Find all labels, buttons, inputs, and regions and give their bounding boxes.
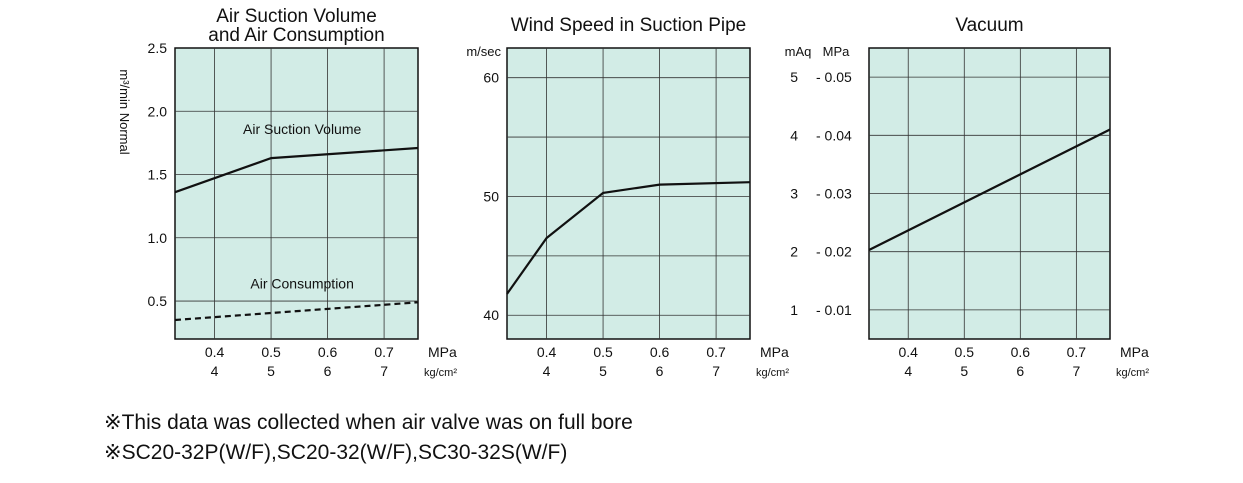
y-axis-label-3b: MPa bbox=[823, 44, 851, 59]
x-tick-mpa-1-2: 0.6 bbox=[318, 344, 338, 360]
series-line-2-1 bbox=[506, 181, 751, 295]
x-tick-mpa-3-3: 0.7 bbox=[1067, 344, 1087, 360]
x-tick-mpa-3-0: 0.4 bbox=[898, 344, 918, 360]
y2-tick-label-3-0: - 0.01 bbox=[816, 302, 852, 318]
y-tick-label-1-0: 0.5 bbox=[148, 293, 168, 309]
y-tick-label-2-0: 40 bbox=[483, 307, 499, 323]
footnote-1: ※This data was collected when air valve … bbox=[104, 411, 633, 434]
x-tick-kg-2-0: 4 bbox=[543, 363, 551, 379]
y-tick-label-2-2: 60 bbox=[483, 70, 499, 86]
y-axis-label-2: m/sec bbox=[466, 44, 501, 59]
series-label-1-1: Air Suction Volume bbox=[243, 121, 361, 137]
series-line-1-1 bbox=[174, 146, 419, 194]
y-tick-label-3-3: 4 bbox=[790, 127, 798, 143]
x-tick-kg-3-1: 5 bbox=[960, 363, 968, 379]
x-tick-kg-2-3: 7 bbox=[712, 363, 720, 379]
x-unit-mpa-1: MPa bbox=[428, 344, 457, 360]
x-tick-kg-1-2: 6 bbox=[324, 363, 332, 379]
x-tick-mpa-1-3: 0.7 bbox=[374, 344, 394, 360]
y2-tick-label-3-1: - 0.02 bbox=[816, 244, 852, 260]
footnote-2: ※SC20-32P(W/F),SC20-32(W/F),SC30-32S(W/F… bbox=[104, 441, 568, 464]
x-tick-mpa-1-1: 0.5 bbox=[261, 344, 281, 360]
x-tick-kg-1-3: 7 bbox=[380, 363, 388, 379]
x-tick-kg-3-3: 7 bbox=[1072, 363, 1080, 379]
y-tick-label-3-2: 3 bbox=[790, 186, 798, 202]
chart-title-1-line-1: Air Suction Volume bbox=[216, 6, 377, 27]
y-tick-label-3-0: 1 bbox=[790, 302, 798, 318]
x-tick-kg-1-1: 5 bbox=[267, 363, 275, 379]
x-tick-mpa-2-1: 0.5 bbox=[593, 344, 613, 360]
x-tick-mpa-3-1: 0.5 bbox=[955, 344, 975, 360]
x-tick-mpa-2-2: 0.6 bbox=[650, 344, 670, 360]
y-tick-label-2-1: 50 bbox=[483, 188, 499, 204]
chart-title-2-line-1: Wind Speed in Suction Pipe bbox=[511, 15, 747, 36]
chart-title-3-line-1: Vacuum bbox=[955, 15, 1023, 36]
x-tick-kg-3-2: 6 bbox=[1016, 363, 1024, 379]
y-tick-label-3-1: 2 bbox=[790, 244, 798, 260]
chart-title-1-line-2: and Air Consumption bbox=[208, 25, 384, 46]
plot-area-1 bbox=[174, 47, 419, 340]
x-unit-mpa-3: MPa bbox=[1120, 344, 1149, 360]
x-unit-kg-2: kg/cm² bbox=[756, 367, 789, 379]
x-tick-kg-3-0: 4 bbox=[904, 363, 912, 379]
y-tick-label-1-3: 2.0 bbox=[148, 103, 168, 119]
x-tick-mpa-2-0: 0.4 bbox=[537, 344, 557, 360]
x-tick-mpa-2-3: 0.7 bbox=[706, 344, 726, 360]
y-tick-label-1-4: 2.5 bbox=[148, 40, 168, 56]
x-tick-kg-2-1: 5 bbox=[599, 363, 607, 379]
x-unit-kg-1: kg/cm² bbox=[424, 367, 457, 379]
y-tick-label-1-1: 1.0 bbox=[148, 230, 168, 246]
y2-tick-label-3-2: - 0.03 bbox=[816, 186, 852, 202]
y-tick-label-3-4: 5 bbox=[790, 69, 798, 85]
x-tick-kg-1-0: 4 bbox=[211, 363, 219, 379]
y-axis-label-3: mAq bbox=[785, 44, 812, 59]
x-unit-mpa-2: MPa bbox=[760, 344, 789, 360]
series-line-1-2 bbox=[174, 301, 419, 322]
series-label-1-2: Air Consumption bbox=[250, 275, 354, 291]
x-tick-mpa-3-2: 0.6 bbox=[1011, 344, 1031, 360]
y2-tick-label-3-4: - 0.05 bbox=[816, 69, 852, 85]
x-tick-mpa-1-0: 0.4 bbox=[205, 344, 225, 360]
x-tick-kg-2-2: 6 bbox=[656, 363, 664, 379]
x-unit-kg-3: kg/cm² bbox=[1116, 367, 1149, 379]
y-tick-label-1-2: 1.5 bbox=[148, 167, 168, 183]
plot-area-2 bbox=[506, 47, 751, 340]
series-line-3-1 bbox=[868, 128, 1111, 251]
y-axis-label-1: m³/min Normal bbox=[117, 69, 132, 154]
y2-tick-label-3-3: - 0.04 bbox=[816, 127, 852, 143]
